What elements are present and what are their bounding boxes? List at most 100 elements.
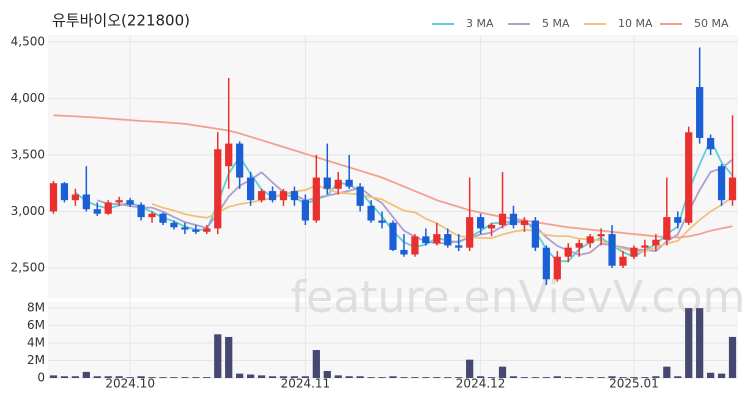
- volume-bar: [674, 376, 682, 378]
- candle-body: [455, 245, 463, 248]
- candle-body: [279, 191, 288, 201]
- candle-body: [49, 183, 58, 212]
- candle-body: [93, 209, 101, 214]
- legend-label: 50 MA: [694, 17, 729, 30]
- volume-bar: [652, 376, 660, 378]
- volume-bar: [707, 372, 715, 378]
- volume-bar: [181, 377, 189, 378]
- volume-bar: [728, 336, 737, 378]
- candle-body: [159, 213, 167, 223]
- candle-body: [323, 177, 331, 189]
- candle-body: [71, 194, 79, 201]
- volume-bar: [597, 377, 605, 378]
- candle-body: [301, 200, 309, 221]
- candle-body: [268, 191, 277, 201]
- candle-body: [717, 166, 726, 201]
- volume-bar: [345, 376, 353, 378]
- candle-body: [104, 202, 112, 214]
- legend-label: 10 MA: [618, 17, 653, 30]
- candle-body: [652, 239, 660, 246]
- candle-body: [531, 220, 539, 248]
- volume-bar: [498, 366, 507, 378]
- candle-body: [378, 220, 386, 223]
- candle-body: [619, 256, 627, 266]
- volume-bar: [553, 376, 561, 378]
- volume-bar: [323, 371, 331, 378]
- y-tick-label: 2,500: [11, 261, 45, 275]
- volume-tick-label: 8M: [27, 301, 45, 315]
- volume-bar: [411, 377, 419, 378]
- candle-body: [477, 217, 485, 229]
- x-tick-label: 2025.01: [609, 377, 659, 391]
- volume-bar: [455, 377, 463, 378]
- volume-bar: [575, 377, 583, 378]
- volume-bar: [148, 377, 156, 378]
- volume-bar: [159, 377, 167, 378]
- volume-bar: [301, 376, 309, 378]
- volume-bar: [542, 377, 550, 378]
- volume-bar: [137, 376, 145, 378]
- volume-bar: [290, 376, 299, 378]
- volume-bar: [400, 377, 408, 378]
- candle-body: [444, 234, 452, 246]
- candle-body: [225, 143, 233, 167]
- volume-bar: [586, 377, 594, 378]
- candle-body: [192, 229, 200, 232]
- candle-body: [367, 205, 375, 221]
- x-tick-label: 2024.11: [281, 377, 331, 391]
- volume-bar: [203, 377, 211, 378]
- volume-bar: [247, 374, 255, 378]
- volume-bar: [334, 375, 342, 378]
- volume-bar: [279, 376, 288, 378]
- candle-body: [389, 222, 397, 250]
- volume-bar: [466, 359, 474, 378]
- candle-body: [575, 243, 583, 248]
- candle-body: [82, 194, 90, 210]
- volume-bar: [268, 376, 277, 378]
- legend-label: 3 MA: [466, 17, 494, 30]
- volume-bar: [378, 377, 386, 378]
- y-tick-label: 4,000: [11, 91, 45, 105]
- volume-bar: [422, 377, 430, 378]
- candle-body: [257, 191, 266, 201]
- candle-body: [115, 200, 123, 203]
- volume-bar: [433, 377, 441, 378]
- candle-body: [356, 186, 364, 206]
- candle-body: [334, 179, 342, 189]
- volume-bar: [477, 376, 485, 378]
- volume-bar: [312, 350, 320, 378]
- volume-bar: [49, 375, 58, 378]
- volume-bar: [444, 377, 452, 378]
- volume-panel: [48, 302, 738, 378]
- candle-body: [247, 177, 255, 201]
- candle-body: [685, 132, 693, 223]
- ma-line: [53, 114, 733, 239]
- candle-body: [466, 217, 474, 248]
- candle-body: [498, 213, 507, 226]
- candle-body: [345, 179, 353, 187]
- volume-bar: [509, 376, 518, 378]
- volume-bar: [93, 376, 101, 378]
- watermark: feature.enVievV.com: [291, 272, 746, 323]
- candle-body: [290, 191, 299, 201]
- volume-bar: [257, 375, 266, 378]
- volume-bar: [356, 376, 364, 378]
- volume-bar: [367, 377, 375, 378]
- candle-body: [433, 234, 441, 244]
- y-tick-label: 3,000: [11, 204, 45, 218]
- volume-bar: [389, 376, 397, 378]
- volume-bar: [696, 308, 704, 378]
- volume-bar: [663, 366, 671, 378]
- candle-body: [542, 247, 550, 280]
- candle-body: [312, 177, 320, 221]
- candle-body: [148, 213, 156, 218]
- candle-body: [641, 245, 649, 248]
- volume-bar: [487, 377, 496, 378]
- chart-title: 유투바이오(221800): [52, 12, 190, 30]
- volume-bar: [608, 376, 616, 378]
- volume-bar: [115, 376, 123, 378]
- volume-bar: [71, 376, 79, 378]
- candle-body: [60, 183, 69, 201]
- candle-body: [203, 228, 211, 232]
